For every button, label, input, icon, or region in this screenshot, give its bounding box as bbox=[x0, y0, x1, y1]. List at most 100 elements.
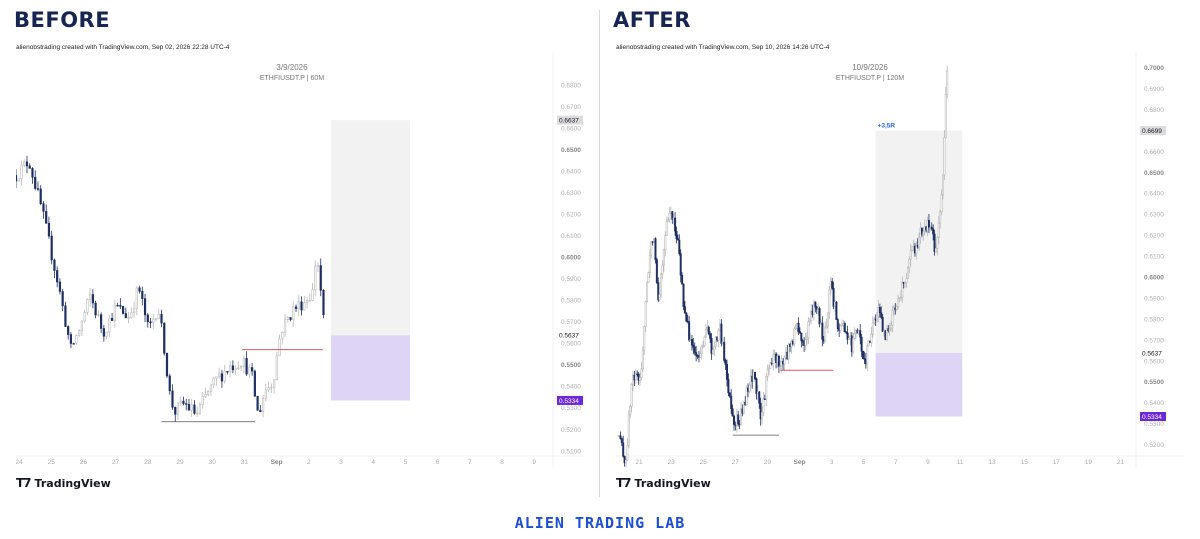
x-tick-label: Sep bbox=[794, 459, 806, 466]
candle-body bbox=[253, 370, 256, 397]
candle-body bbox=[825, 325, 828, 329]
candle-body bbox=[901, 281, 904, 298]
y-tick-label: 0.5200 bbox=[561, 427, 581, 434]
candle-body bbox=[102, 328, 105, 337]
candle-body bbox=[204, 394, 207, 397]
x-tick-label: 3 bbox=[830, 459, 834, 466]
candle-body bbox=[648, 255, 651, 273]
candle-body bbox=[83, 311, 86, 322]
candle-body bbox=[267, 387, 270, 391]
after-credit: alienobstrading created with TradingView… bbox=[616, 44, 830, 51]
x-tick-label: 28 bbox=[144, 459, 152, 466]
candle-body bbox=[42, 203, 45, 212]
candle-body bbox=[637, 373, 640, 381]
x-tick-label: 27 bbox=[112, 459, 120, 466]
candle-body bbox=[876, 315, 879, 321]
candle-body bbox=[930, 226, 933, 230]
candle-body bbox=[629, 406, 632, 416]
candle-body bbox=[110, 317, 114, 321]
candle-body bbox=[146, 314, 149, 323]
x-tick-label: 8 bbox=[500, 459, 504, 466]
candle-body bbox=[34, 176, 37, 189]
y-tick-label: 0.5300 bbox=[1144, 421, 1164, 428]
candle-body bbox=[934, 248, 937, 253]
candle-body bbox=[261, 397, 265, 412]
candle-body bbox=[220, 373, 224, 382]
x-tick-label: 6 bbox=[436, 459, 440, 466]
candle-body bbox=[828, 289, 831, 314]
candle-body bbox=[805, 336, 808, 340]
candle-body bbox=[289, 317, 292, 320]
candle-body bbox=[787, 343, 790, 360]
candle-body bbox=[731, 408, 734, 417]
candle-body bbox=[873, 318, 876, 324]
y-tick-label: 0.5700 bbox=[561, 319, 581, 326]
candle-body bbox=[933, 233, 936, 253]
candle-body bbox=[275, 355, 278, 381]
candle-body bbox=[918, 237, 921, 248]
candle-body bbox=[759, 402, 762, 420]
candle-body bbox=[702, 345, 705, 347]
candle-body bbox=[720, 323, 723, 344]
candle-body bbox=[832, 287, 835, 307]
candle-body bbox=[703, 336, 706, 346]
candle-body bbox=[676, 238, 679, 241]
candle-body bbox=[810, 310, 813, 321]
candle-body bbox=[119, 305, 122, 307]
candle-body bbox=[908, 259, 911, 269]
candle-body bbox=[794, 328, 797, 330]
stop-loss-zone bbox=[875, 353, 963, 417]
candle-body bbox=[664, 235, 667, 251]
x-tick-label: 4 bbox=[371, 459, 375, 466]
y-tick-label: 0.5900 bbox=[1144, 295, 1164, 302]
candle-body bbox=[69, 334, 73, 344]
candle-body bbox=[679, 253, 682, 276]
candle-body bbox=[113, 304, 116, 321]
panel-divider bbox=[599, 10, 600, 497]
candle-body bbox=[72, 343, 75, 345]
candle-body bbox=[845, 331, 848, 334]
x-tick-label: 11 bbox=[957, 459, 964, 466]
y-tick-label: 0.6800 bbox=[561, 83, 581, 90]
price-label: 0.6637 bbox=[559, 118, 579, 125]
candle-body bbox=[890, 324, 893, 330]
candle-body bbox=[16, 175, 18, 182]
y-tick-label: 0.6200 bbox=[561, 212, 581, 219]
candle-body bbox=[798, 331, 801, 334]
candle-body bbox=[650, 241, 653, 256]
candle-body bbox=[626, 445, 629, 461]
candle-body bbox=[215, 376, 218, 379]
candle-body bbox=[783, 356, 786, 365]
y-tick-label: 0.5800 bbox=[1144, 316, 1164, 323]
candle-body bbox=[922, 231, 925, 235]
candle-body bbox=[138, 287, 141, 292]
candle-body bbox=[662, 249, 665, 266]
candle-body bbox=[56, 270, 59, 283]
candle-body bbox=[839, 325, 842, 331]
candle-body bbox=[920, 227, 923, 235]
after-tradingview-logo: T7 TradingView bbox=[616, 476, 711, 490]
candle-body bbox=[927, 220, 930, 228]
candle-body bbox=[769, 362, 772, 369]
candle-body bbox=[880, 312, 883, 318]
footer-brand: ALIEN TRADING LAB bbox=[514, 514, 686, 532]
candle-body bbox=[91, 294, 94, 304]
candle-body bbox=[761, 412, 764, 420]
price-label: 0.5637 bbox=[1142, 350, 1162, 357]
candle-body bbox=[28, 165, 31, 169]
candle-body bbox=[730, 395, 733, 409]
candle-body bbox=[207, 391, 210, 395]
candle-body bbox=[80, 320, 83, 331]
candle-body bbox=[240, 366, 243, 369]
candle-body bbox=[704, 328, 707, 338]
candle-body bbox=[665, 221, 668, 236]
candle-body bbox=[835, 301, 838, 320]
candle-body bbox=[818, 308, 821, 325]
candle-body bbox=[937, 222, 940, 238]
candle-body bbox=[270, 387, 273, 389]
candle-body bbox=[881, 317, 884, 332]
candle-body bbox=[294, 306, 298, 309]
x-tick-label: 17 bbox=[1053, 459, 1061, 466]
candle-body bbox=[245, 358, 248, 375]
candle-body bbox=[826, 312, 829, 327]
